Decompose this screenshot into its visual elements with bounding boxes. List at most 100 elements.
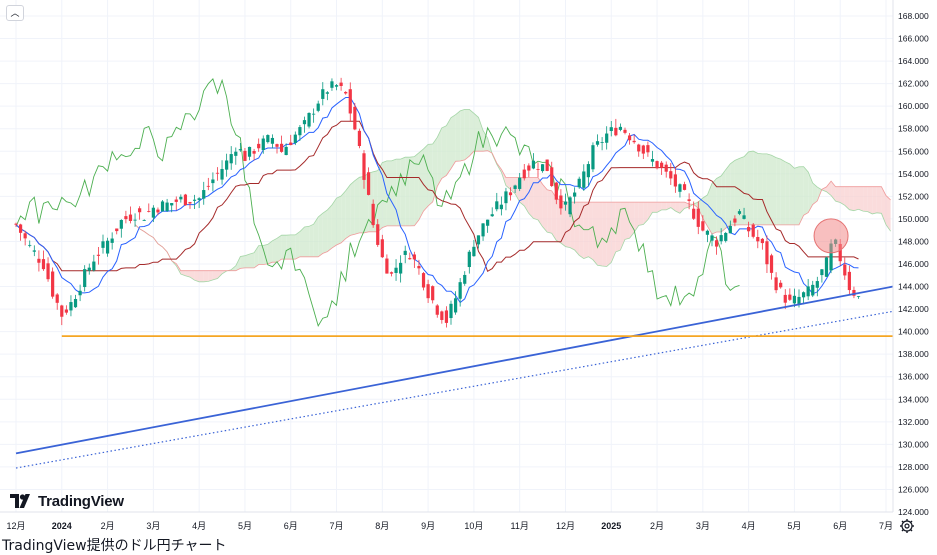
candle-body (23, 233, 27, 239)
candle-body (797, 296, 801, 305)
x-tick-label: 10月 (464, 521, 483, 531)
dotted-trend-line[interactable] (15, 310, 894, 469)
candle-body (37, 258, 41, 263)
trend-line[interactable] (15, 285, 894, 455)
candle-body (339, 82, 343, 86)
candle-body (513, 185, 517, 189)
cloud-segment (208, 270, 213, 282)
y-tick-label: 140.000 (898, 327, 929, 337)
time-axis[interactable]: 12月 2024 2月 3月 4月 5月 6月 7月 8月 9月 10月 11月 12月 2025 2月 3月… (6, 521, 893, 531)
candle-body (284, 146, 288, 156)
x-tick-label: 6月 (284, 521, 298, 531)
candle-body (389, 272, 394, 274)
cloud-segment (510, 177, 516, 194)
cloud-segment (538, 177, 543, 227)
candle-body (559, 195, 563, 209)
y-tick-label: 158.000 (898, 124, 929, 134)
price-axis[interactable]: 124.000 126.000 128.000 130.000 132.000 134.0… (898, 11, 929, 517)
cloud-segment (451, 114, 456, 169)
candle-body (788, 294, 792, 300)
candle-body (179, 196, 183, 200)
tradingview-logo: TradingView (10, 491, 124, 511)
base-line-path (15, 120, 859, 273)
candle-body (724, 232, 728, 241)
cloud-segment (309, 224, 314, 257)
candle-body (408, 258, 412, 260)
y-tick-label: 154.000 (898, 169, 929, 179)
cloud-segment (876, 186, 882, 214)
cloud-segment (588, 202, 593, 260)
candle-body (380, 239, 384, 258)
candle-body (225, 160, 229, 170)
collapse-button[interactable]: ︿ (6, 5, 24, 21)
cloud-segment (835, 186, 841, 203)
candle-body (481, 223, 485, 237)
cloud-segment (780, 159, 786, 225)
highlight-circle[interactable] (813, 218, 849, 254)
candle-body (824, 257, 829, 277)
cloud-segment (744, 151, 749, 225)
candle-body (591, 145, 595, 170)
cloud-segment (354, 177, 360, 235)
candle-body (747, 226, 751, 232)
cloud-segment (661, 202, 667, 210)
candle-body (279, 143, 284, 152)
candle-body (421, 273, 426, 288)
cloud-segment (318, 213, 323, 257)
cloud-segment (712, 178, 717, 234)
candle-body (357, 130, 362, 147)
candle-body (170, 203, 174, 206)
lagging-line (15, 78, 740, 328)
cloud-segment (762, 153, 767, 225)
candle-body (719, 235, 723, 242)
candle-body (165, 202, 169, 211)
gear-icon[interactable] (898, 517, 916, 535)
cloud-segment (597, 202, 603, 266)
candle-body (600, 142, 604, 143)
cloud-segment (556, 198, 561, 243)
candle-body (353, 106, 357, 130)
cloud-segment (634, 202, 639, 233)
x-tick-label: 3月 (146, 521, 160, 531)
trend-lines (15, 285, 894, 469)
candle-body (73, 298, 78, 308)
cloud-segment (725, 163, 731, 229)
y-tick-label: 160.000 (898, 101, 929, 111)
cloud-segment (277, 235, 282, 263)
cloud-segment (734, 158, 740, 225)
candle-body (325, 92, 329, 94)
chevron-up-icon: ︿ (10, 8, 20, 18)
y-tick-label: 156.000 (898, 146, 929, 156)
candle-body (376, 224, 380, 245)
candle-body (431, 286, 435, 301)
candle-body (806, 286, 810, 297)
candle-body (270, 137, 275, 144)
x-tick-label: 7月 (330, 521, 344, 531)
candle-body (289, 142, 293, 146)
candle-body (449, 303, 453, 319)
candle-body (18, 224, 23, 233)
candle-body (737, 211, 742, 214)
candle-body (486, 219, 490, 226)
cloud-segment (840, 186, 845, 206)
candle-body (563, 201, 568, 205)
candle-body (550, 167, 554, 186)
candle-body (275, 144, 279, 147)
candle-body (714, 240, 719, 247)
cloud-segment (272, 238, 277, 263)
candle-body (64, 309, 68, 313)
cloud-segment (359, 176, 364, 233)
x-tick-label: 2月 (650, 521, 664, 531)
candle-body (87, 267, 91, 271)
candle-body (28, 244, 32, 246)
cloud-segment (281, 235, 287, 260)
candle-body (128, 214, 133, 221)
candle-body (595, 141, 600, 145)
cloud-segment (464, 109, 470, 160)
candle-body (490, 214, 494, 217)
x-tick-label: 9月 (421, 521, 435, 531)
candle-body (174, 199, 178, 202)
candle-body (838, 243, 842, 262)
candle-body (115, 228, 119, 232)
cloud-segment (849, 186, 854, 211)
